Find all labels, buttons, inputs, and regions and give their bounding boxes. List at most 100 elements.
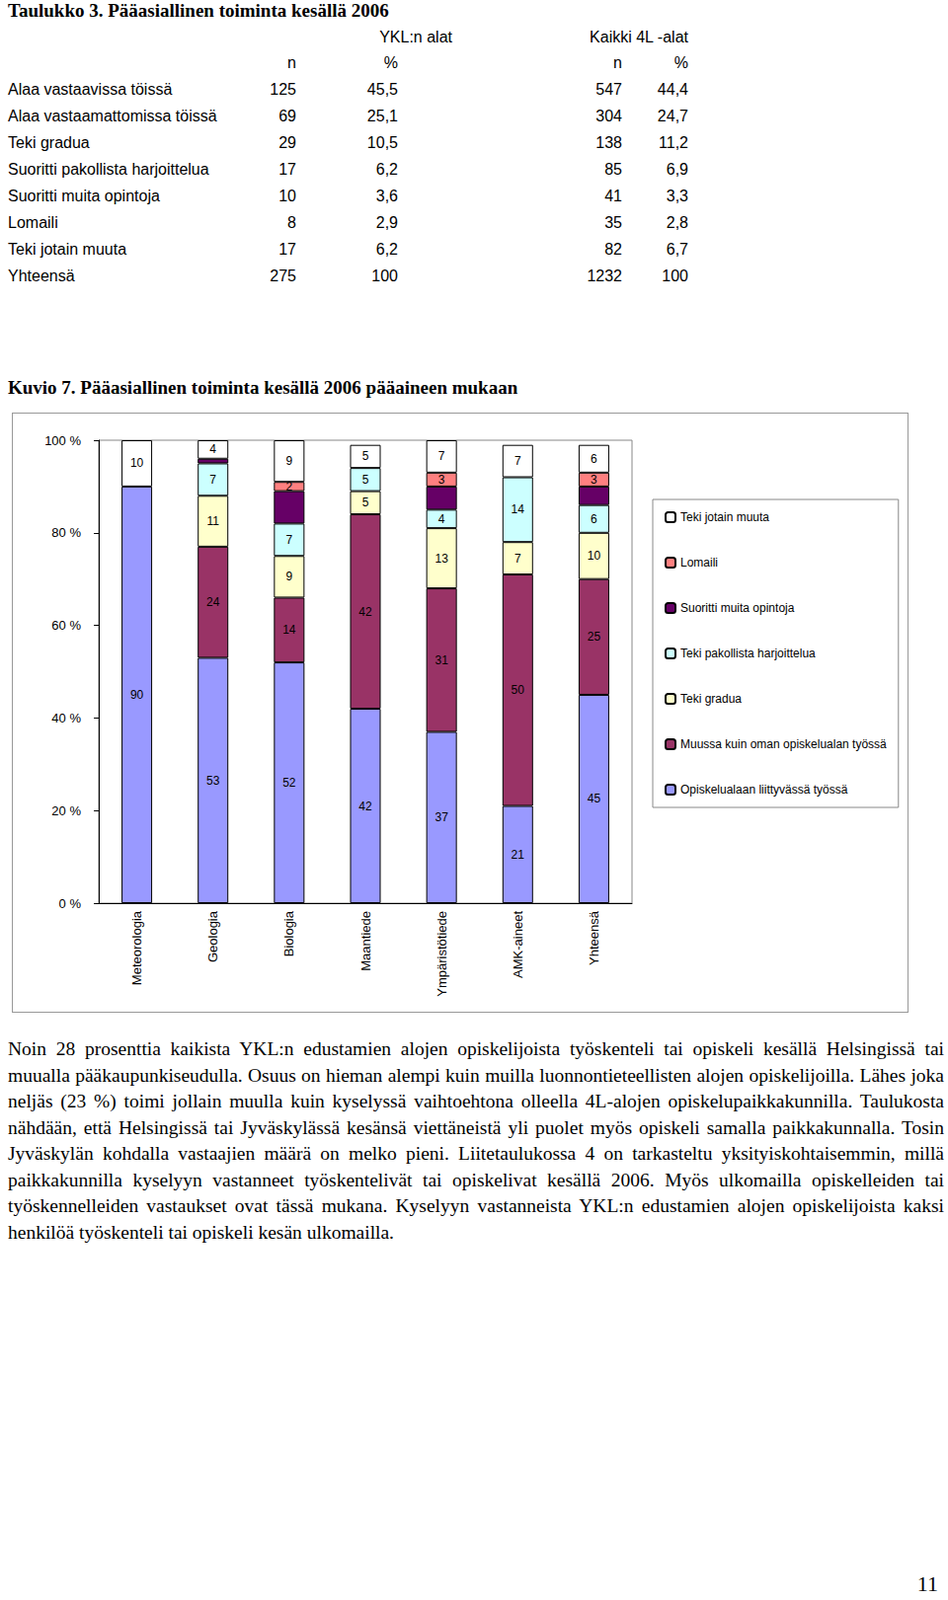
html-text:Kaikki 4L -alat: Kaikki 4L -alat: [589, 28, 689, 46]
svg-text:10: 10: [587, 549, 602, 563]
svg-text:7: 7: [286, 533, 294, 548]
html-text:10,5: 10,5: [367, 134, 398, 152]
html-text:11: 11: [917, 1572, 939, 1597]
html-text:Yhteensä: Yhteensä: [7, 267, 75, 285]
html-text:29: 29: [278, 134, 297, 152]
html-text:45,5: 45,5: [367, 80, 398, 98]
html-text:Alaa vastaavissa töissä: Alaa vastaavissa töissä: [7, 80, 173, 98]
html-text:41: 41: [604, 187, 623, 205]
html-text:3,6: 3,6: [376, 187, 398, 205]
svg-text:53: 53: [206, 774, 221, 789]
html-text:2,8: 2,8: [666, 214, 689, 232]
svg-text:6: 6: [590, 452, 598, 467]
svg-text:21: 21: [511, 848, 526, 863]
html-text:6,9: 6,9: [666, 160, 689, 178]
html-text:125: 125: [269, 80, 297, 98]
svg-text:42: 42: [358, 605, 373, 620]
svg-text:31: 31: [434, 653, 449, 668]
svg-text:5: 5: [362, 473, 370, 487]
svg-text:Maantiede: Maantiede: [358, 911, 374, 972]
html-text:Lomaili: Lomaili: [7, 214, 58, 232]
svg-text:Biologia: Biologia: [281, 910, 297, 957]
svg-text:13: 13: [434, 552, 449, 566]
html-text:35: 35: [604, 214, 623, 232]
html-text:10: 10: [278, 187, 297, 205]
svg-text:7: 7: [514, 552, 522, 566]
html-text:100: 100: [661, 267, 689, 285]
svg-text:Meteorologia: Meteorologia: [129, 910, 145, 986]
svg-text:0 %: 0 %: [59, 896, 82, 912]
html-text:Teki gradua: Teki gradua: [7, 134, 90, 152]
svg-text:20 %: 20 %: [51, 803, 81, 819]
svg-text:14: 14: [511, 502, 526, 517]
html-text:1232: 1232: [586, 267, 623, 285]
html-text:6,2: 6,2: [376, 160, 398, 178]
svg-text:4: 4: [209, 442, 217, 457]
html-text:69: 69: [278, 107, 297, 125]
html-text:85: 85: [604, 160, 623, 178]
html-text:YKL:n alat: YKL:n alat: [379, 28, 453, 46]
svg-text:5: 5: [362, 495, 370, 510]
svg-text:90: 90: [130, 688, 145, 703]
html-text:Suoritti pakollista harjoittel: Suoritti pakollista harjoittelua: [7, 160, 210, 178]
svg-text:10: 10: [130, 456, 145, 471]
svg-text:24: 24: [206, 595, 221, 610]
html-text:Teki jotain muuta: Teki jotain muuta: [7, 240, 127, 258]
svg-text:45: 45: [587, 791, 602, 806]
html-text:Taulukko 3. Pääasiallinen toim: Taulukko 3. Pääasiallinen toiminta kesäl…: [7, 0, 389, 21]
svg-text:Geologia: Geologia: [205, 910, 221, 963]
svg-text:Ympäristötiede: Ympäristötiede: [434, 911, 450, 998]
svg-text:7: 7: [514, 454, 522, 469]
svg-text:AMK-aineet: AMK-aineet: [510, 911, 526, 979]
html-text:82: 82: [604, 240, 623, 258]
html-text:3,3: 3,3: [666, 187, 689, 205]
html-text:17: 17: [278, 240, 297, 258]
svg-text:60 %: 60 %: [51, 618, 81, 633]
html-text:6,7: 6,7: [666, 240, 689, 258]
html-text:Alaa vastaamattomissa töissä: Alaa vastaamattomissa töissä: [7, 107, 217, 125]
html-text:275: 275: [269, 267, 297, 285]
html-text:304: 304: [595, 107, 623, 125]
svg-text:Teki jotain muuta: Teki jotain muuta: [680, 510, 770, 525]
svg-text:Lomaili: Lomaili: [680, 555, 718, 570]
svg-text:5: 5: [362, 449, 370, 464]
svg-text:11: 11: [206, 514, 220, 529]
svg-text:100 %: 100 %: [44, 433, 81, 449]
svg-text:9: 9: [286, 569, 294, 584]
html-text:2,9: 2,9: [376, 214, 398, 232]
html-text:138: 138: [595, 134, 623, 152]
svg-text:Teki gradua: Teki gradua: [680, 692, 742, 707]
svg-text:Yhteensä: Yhteensä: [586, 910, 602, 966]
svg-text:7: 7: [209, 473, 217, 487]
html-text:Suoritti muita opintoja: Suoritti muita opintoja: [7, 187, 160, 205]
svg-text:50: 50: [511, 683, 526, 698]
svg-text:9: 9: [286, 454, 294, 469]
svg-text:37: 37: [434, 810, 449, 825]
html-text:11,2: 11,2: [658, 134, 689, 152]
html-text:Kuvio 7. Pääasiallinen toimint: Kuvio 7. Pääasiallinen toiminta kesällä …: [7, 377, 518, 398]
html-text:17: 17: [278, 160, 297, 178]
svg-text:25: 25: [587, 630, 602, 644]
svg-text:80 %: 80 %: [51, 525, 81, 541]
svg-text:3: 3: [438, 473, 446, 487]
svg-text:42: 42: [358, 799, 373, 814]
html-text:44,4: 44,4: [657, 80, 689, 98]
html-text:25,1: 25,1: [367, 107, 398, 125]
svg-text:52: 52: [282, 776, 297, 790]
html-text:24,7: 24,7: [657, 107, 689, 125]
html-text:6,2: 6,2: [376, 240, 398, 258]
svg-text:Opiskelualaan liittyvässä työs: Opiskelualaan liittyvässä työssä: [680, 783, 849, 797]
svg-text:40 %: 40 %: [51, 711, 81, 726]
svg-text:2: 2: [286, 479, 294, 494]
svg-text:7: 7: [438, 449, 446, 464]
svg-text:Muussa kuin oman opiskelualan: Muussa kuin oman opiskelualan työssä: [680, 737, 887, 752]
html-text:547: 547: [595, 80, 623, 98]
html-text:Noin 28 prosenttia kaikista YK: Noin 28 prosenttia kaikista YKL:n edusta…: [7, 1038, 945, 1243]
svg-text:4: 4: [438, 512, 446, 527]
svg-text:Suoritti muita opintoja: Suoritti muita opintoja: [680, 601, 795, 616]
svg-text:Teki pakollista harjoittelua: Teki pakollista harjoittelua: [680, 646, 816, 661]
svg-text:3: 3: [590, 473, 598, 487]
html-text:100: 100: [371, 267, 398, 285]
svg-text:14: 14: [282, 623, 297, 637]
svg-text:6: 6: [590, 512, 598, 527]
